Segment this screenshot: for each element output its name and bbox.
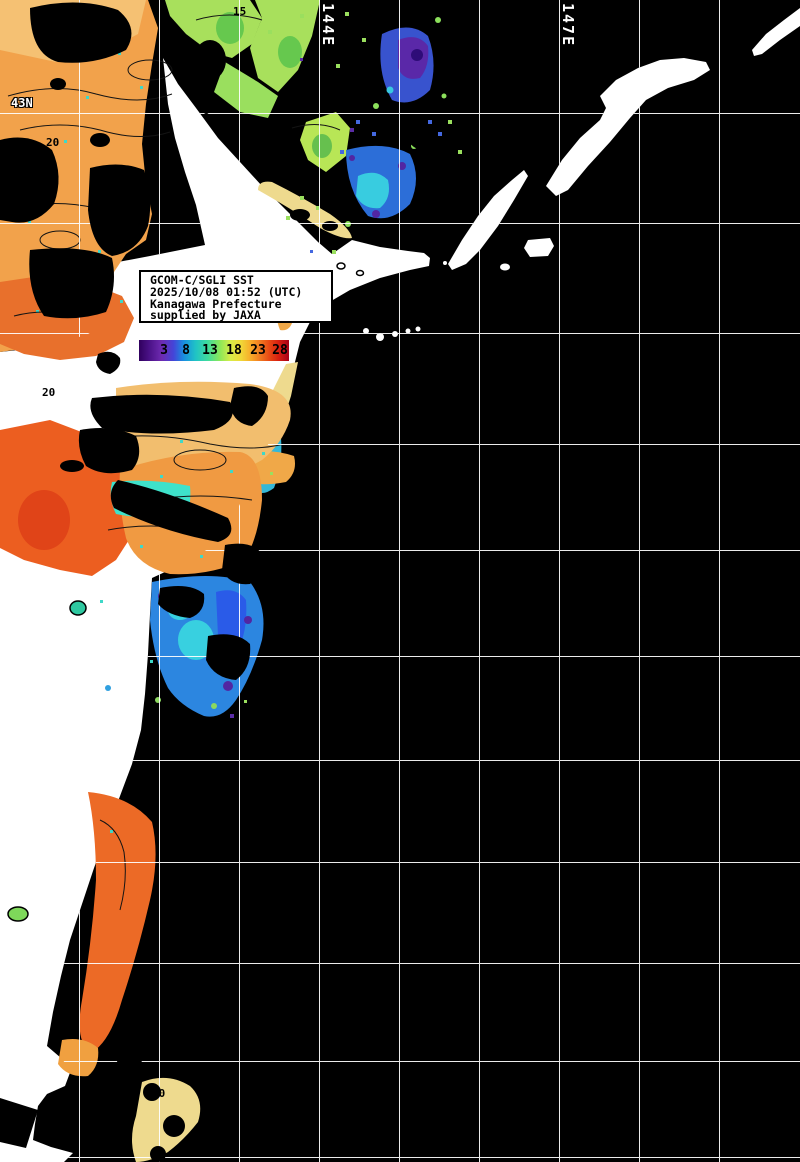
colorbar-tick: 13: [202, 343, 218, 358]
product-title: GCOM-C/SGLI SST: [150, 273, 254, 287]
product-info-box: GCOM-C/SGLI SST 2025/10/08 01:52 (UTC) K…: [139, 270, 333, 323]
contour-label: 8: [203, 104, 210, 117]
colorbar-tick: 28: [272, 343, 288, 358]
contour-label: 20: [152, 1087, 166, 1100]
contour-label: 20: [46, 136, 60, 149]
land-cloud-layer: [0, 2, 268, 1162]
colorbar-gradient: [139, 340, 289, 361]
contour-label: 20: [42, 386, 56, 399]
colorbar-tick: 23: [250, 343, 266, 358]
contour-label: 8: [168, 182, 175, 195]
product-datetime: 2025/10/08 01:52 (UTC): [150, 284, 303, 299]
longitude-label-147e: 147E: [559, 3, 577, 48]
colorbar-tick: 8: [182, 343, 190, 358]
longitude-label-144e: 144E: [319, 3, 337, 48]
colorbar-tick: 3: [160, 343, 168, 358]
contour-label: 15: [233, 5, 247, 18]
latitude-label-43n: 43N: [11, 96, 33, 110]
sst-colorbar: 3 8 13 18 23 28: [139, 340, 289, 361]
small-islets: [336, 262, 365, 277]
product-region: Kanagawa Prefecture: [150, 296, 282, 311]
product-credit: supplied by JAXA: [150, 308, 261, 323]
contour-label: 19: [84, 24, 98, 37]
colorbar-tick: 18: [226, 343, 242, 358]
